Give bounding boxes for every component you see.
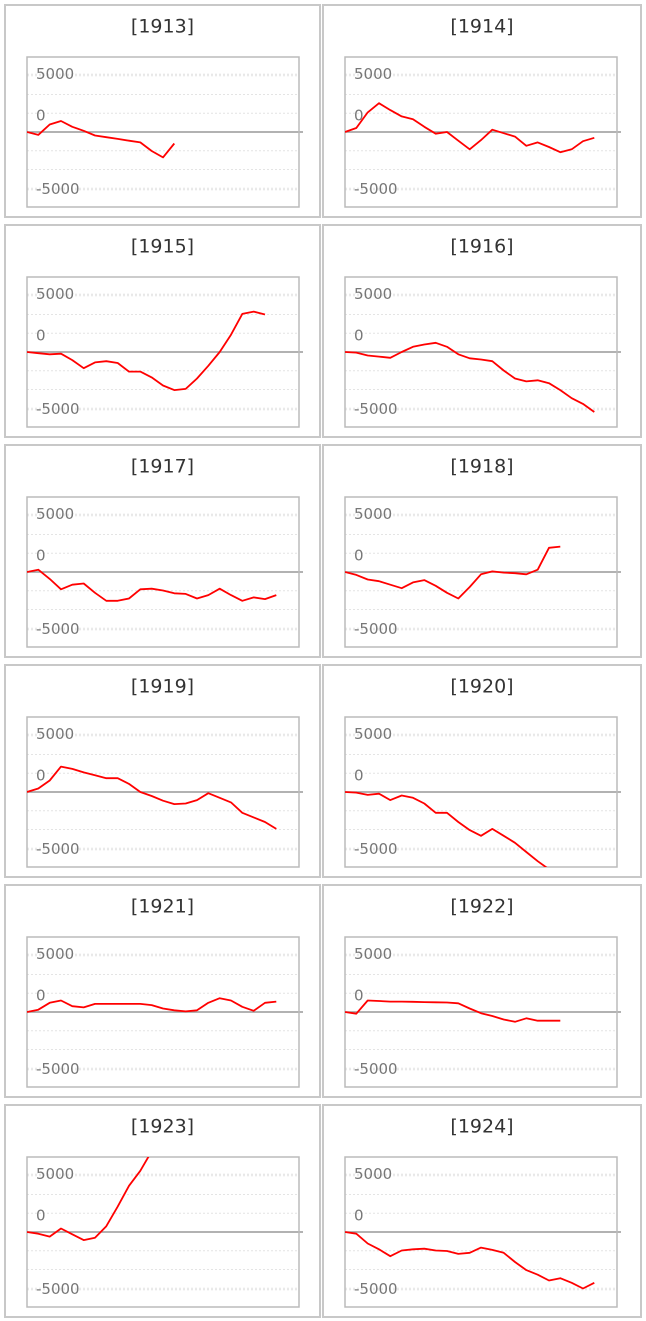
chart-panel: [1918] 5000 0 -5000 [322, 444, 642, 658]
y-tick-label: 5000 [36, 945, 74, 963]
chart-panel: [1916] 5000 0 -5000 [322, 224, 642, 438]
chart-title: [1918] [450, 456, 513, 478]
y-tick-label: 0 [354, 767, 364, 785]
panel-frame [4, 224, 321, 438]
y-tick-label: -5000 [36, 1060, 80, 1078]
line-series [27, 310, 266, 391]
chart-title: [1915] [131, 236, 194, 258]
panel-frame [322, 444, 642, 658]
y-tick-label: 5000 [354, 505, 392, 523]
y-tick-label: 0 [354, 987, 364, 1005]
y-tick-label: 5000 [36, 1165, 74, 1183]
chart-title: [1916] [450, 236, 513, 258]
chart-panel: [1923] 5000 0 -5000 [4, 1104, 321, 1318]
chart-title: [1913] [131, 16, 194, 38]
y-tick-label: -5000 [354, 620, 398, 638]
y-tick-label: 5000 [354, 285, 392, 303]
chart-panel: [1924] 5000 0 -5000 [322, 1104, 642, 1318]
y-tick-label: 0 [354, 547, 364, 565]
y-tick-label: -5000 [354, 400, 398, 418]
chart-title: [1914] [450, 16, 513, 38]
line-series [345, 341, 595, 413]
y-tick-label: 5000 [354, 65, 392, 83]
y-tick-label: 0 [354, 1207, 364, 1225]
y-tick-label: -5000 [354, 1060, 398, 1078]
y-tick-label: 0 [36, 547, 46, 565]
y-tick-label: -5000 [36, 180, 80, 198]
y-tick-label: 0 [36, 767, 46, 785]
y-tick-label: 5000 [36, 725, 74, 743]
line-series [27, 1157, 150, 1241]
chart-panel: [1915] 5000 0 -5000 [4, 224, 321, 438]
y-tick-label: 5000 [36, 505, 74, 523]
panel-frame [4, 1104, 321, 1318]
panel-frame [322, 1104, 642, 1318]
chart-title: [1923] [131, 1116, 194, 1138]
panel-frame [322, 224, 642, 438]
y-tick-label: -5000 [36, 620, 80, 638]
panel-frame [4, 4, 321, 218]
line-series [27, 997, 277, 1013]
chart-title: [1922] [450, 896, 513, 918]
chart-panel: [1917] 5000 0 -5000 [4, 444, 321, 658]
line-series [345, 1231, 595, 1290]
line-series [345, 102, 595, 154]
chart-panel: [1913] 5000 0 -5000 [4, 4, 321, 218]
chart-title: [1921] [131, 896, 194, 918]
y-tick-label: 5000 [354, 1165, 392, 1183]
y-tick-label: -5000 [36, 1280, 80, 1298]
line-series [345, 999, 561, 1023]
chart-panel: [1922] 5000 0 -5000 [322, 884, 642, 1098]
panel-frame [4, 884, 321, 1098]
y-tick-label: 0 [354, 107, 364, 125]
chart-panel: [1921] 5000 0 -5000 [4, 884, 321, 1098]
line-series [345, 791, 548, 867]
y-tick-label: 0 [36, 1207, 46, 1225]
y-tick-label: 0 [36, 107, 46, 125]
y-tick-label: 5000 [354, 945, 392, 963]
y-tick-label: -5000 [354, 180, 398, 198]
chart-title: [1924] [450, 1116, 513, 1138]
chart-title: [1919] [131, 676, 194, 698]
y-tick-label: -5000 [354, 1280, 398, 1298]
chart-panel: [1914] 5000 0 -5000 [322, 4, 642, 218]
y-tick-label: -5000 [354, 840, 398, 858]
y-tick-label: -5000 [36, 840, 80, 858]
panel-frame [322, 884, 642, 1098]
y-tick-label: 0 [354, 327, 364, 345]
panel-frame [322, 4, 642, 218]
chart-panel: [1920] 5000 0 -5000 [322, 664, 642, 878]
y-tick-label: 0 [36, 987, 46, 1005]
line-series [27, 120, 175, 159]
chart-panel: [1919] 5000 0 -5000 [4, 664, 321, 878]
chart-title: [1917] [131, 456, 194, 478]
line-series [27, 765, 277, 830]
y-tick-label: 5000 [36, 65, 74, 83]
chart-title: [1920] [450, 676, 513, 698]
line-series [345, 545, 561, 600]
line-series [27, 568, 277, 602]
panel-frame [322, 664, 642, 878]
panel-frame [4, 444, 321, 658]
y-tick-label: 5000 [36, 285, 74, 303]
y-tick-label: 5000 [354, 725, 392, 743]
y-tick-label: 0 [36, 327, 46, 345]
y-tick-label: -5000 [36, 400, 80, 418]
